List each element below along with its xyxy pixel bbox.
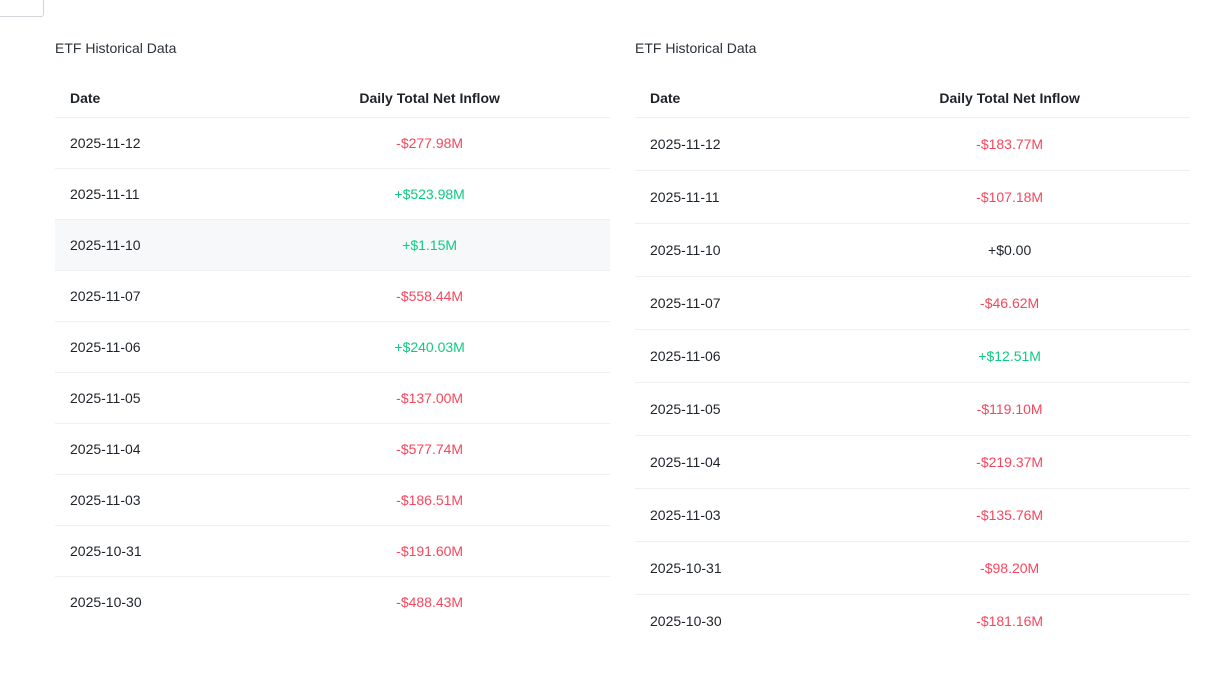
table-row[interactable]: 2025-11-12 -$277.98M [55,118,610,169]
net-inflow-value: +$0.00 [988,242,1032,258]
net-inflow-value: -$277.98M [396,135,464,151]
date-cell: 2025-11-03 [650,507,721,523]
table-row[interactable]: 2025-11-04 -$577.74M [55,424,610,475]
net-inflow-value: -$191.60M [396,543,464,559]
table-row[interactable]: 2025-11-07 -$558.44M [55,271,610,322]
net-inflow-value: +$240.03M [394,339,465,355]
table-body: 2025-11-12 -$277.98M 2025-11-11 +$523.98M 20… [55,118,610,627]
date-cell: 2025-10-30 [650,613,722,629]
net-inflow-value: -$183.77M [976,136,1044,152]
date-cell: 2025-11-07 [650,295,721,311]
etf-tables-panel: ETF Historical Data Date Daily Total Net… [55,38,1190,647]
date-cell: 2025-11-05 [70,390,141,406]
date-cell: 2025-11-11 [650,189,720,205]
net-inflow-value: -$107.18M [976,189,1044,205]
net-inflow-value: -$46.62M [980,295,1040,311]
date-cell: 2025-11-03 [70,492,141,508]
date-cell: 2025-11-04 [70,441,141,457]
table-row[interactable]: 2025-11-03 -$135.76M [635,489,1190,542]
date-cell: 2025-11-10 [650,242,721,258]
table-row[interactable]: 2025-10-31 -$191.60M [55,526,610,577]
net-inflow-value: -$186.51M [396,492,464,508]
net-inflow-value: -$98.20M [980,560,1040,576]
date-cell: 2025-10-30 [70,594,142,610]
table-row[interactable]: 2025-10-30 -$181.16M [635,595,1190,647]
net-inflow-value: +$12.51M [978,348,1041,364]
table-row[interactable]: 2025-11-06 +$12.51M [635,330,1190,383]
date-cell: 2025-11-10 [70,237,141,253]
column-header-date: Date [650,90,681,106]
table-row[interactable]: 2025-11-12 -$183.77M [635,118,1190,171]
date-cell: 2025-11-06 [650,348,721,364]
table-body: 2025-11-12 -$183.77M 2025-11-11 -$107.18M 20… [635,118,1190,647]
column-header-net-inflow: Daily Total Net Inflow [359,90,500,106]
table-row[interactable]: 2025-11-06 +$240.03M [55,322,610,373]
date-cell: 2025-11-07 [70,288,141,304]
table-row[interactable]: 2025-10-30 -$488.43M [55,577,610,627]
column-header-date: Date [70,90,101,106]
net-inflow-value: -$181.16M [976,613,1044,629]
net-inflow-value: +$1.15M [402,237,458,253]
window-corner-fragment [0,0,44,17]
net-inflow-value: -$577.74M [396,441,464,457]
table-header: Date Daily Total Net Inflow [635,88,1190,118]
net-inflow-value: -$558.44M [396,288,464,304]
table-row[interactable]: 2025-11-03 -$186.51M [55,475,610,526]
table-row[interactable]: 2025-11-10 +$0.00 [635,224,1190,277]
date-cell: 2025-10-31 [650,560,722,576]
table-row[interactable]: 2025-11-05 -$119.10M [635,383,1190,436]
net-inflow-value: -$488.43M [396,594,464,610]
net-inflow-value: -$135.76M [976,507,1044,523]
table-header: Date Daily Total Net Inflow [55,88,610,118]
date-cell: 2025-11-12 [70,135,141,151]
table-row[interactable]: 2025-11-11 -$107.18M [635,171,1190,224]
date-cell: 2025-10-31 [70,543,142,559]
net-inflow-value: -$137.00M [396,390,464,406]
table-row[interactable]: 2025-11-07 -$46.62M [635,277,1190,330]
date-cell: 2025-11-04 [650,454,721,470]
etf-history-table-left: ETF Historical Data Date Daily Total Net… [55,38,610,647]
table-title: ETF Historical Data [635,40,757,56]
net-inflow-value: +$523.98M [394,186,465,202]
date-cell: 2025-11-11 [70,186,140,202]
date-cell: 2025-11-12 [650,136,721,152]
net-inflow-value: -$219.37M [976,454,1044,470]
date-cell: 2025-11-06 [70,339,141,355]
table-row[interactable]: 2025-11-05 -$137.00M [55,373,610,424]
table-title: ETF Historical Data [55,40,177,56]
table-row[interactable]: 2025-11-04 -$219.37M [635,436,1190,489]
table-row[interactable]: 2025-11-10 +$1.15M [55,220,610,271]
table-row[interactable]: 2025-10-31 -$98.20M [635,542,1190,595]
table-row[interactable]: 2025-11-11 +$523.98M [55,169,610,220]
column-header-net-inflow: Daily Total Net Inflow [939,90,1080,106]
net-inflow-value: -$119.10M [976,401,1043,417]
etf-history-table-right: ETF Historical Data Date Daily Total Net… [635,38,1190,647]
date-cell: 2025-11-05 [650,401,721,417]
